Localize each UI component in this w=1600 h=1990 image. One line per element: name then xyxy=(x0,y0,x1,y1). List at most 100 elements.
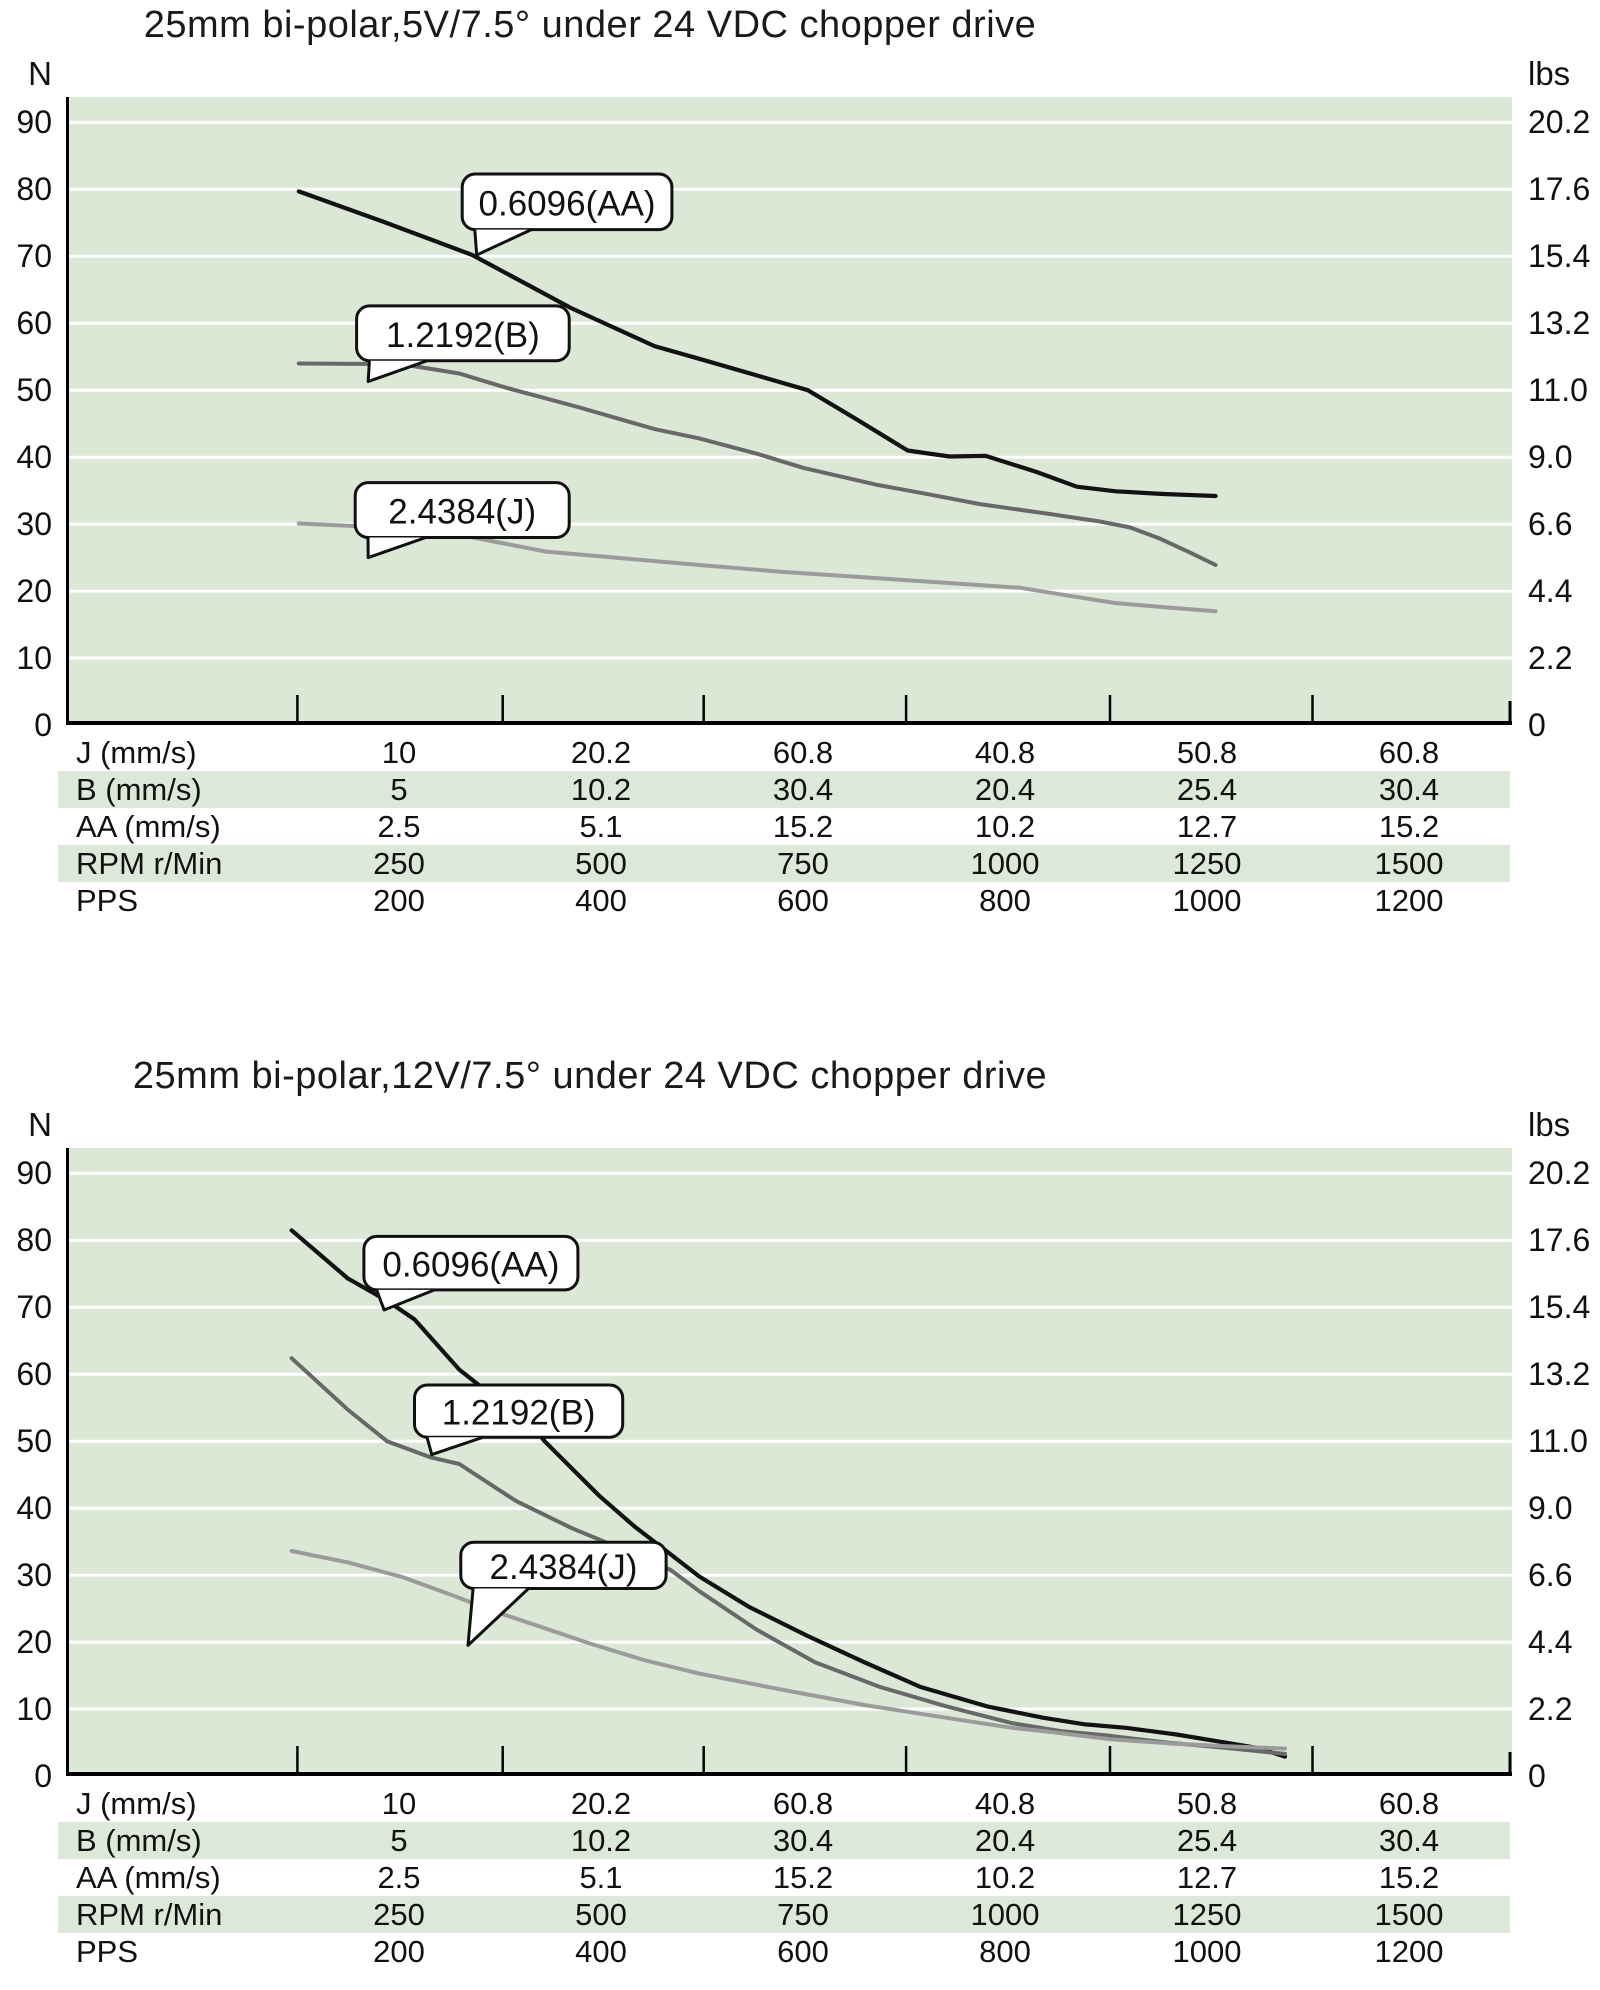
table-cell: 1000 xyxy=(970,1897,1040,1932)
table-cell: 20.4 xyxy=(974,1823,1036,1858)
callout-label: 0.6096(AA) xyxy=(479,184,656,223)
y-axis-tick-n: 60 xyxy=(16,305,52,342)
y-axis-tick-lbs: 6.6 xyxy=(1528,506,1573,543)
chart-title: 25mm bi-polar,5V/7.5° under 24 VDC chopp… xyxy=(143,4,1037,46)
y-axis-tick-n: 70 xyxy=(16,238,52,275)
table-cell: 20.2 xyxy=(570,1786,632,1821)
y-axis-tick-lbs: 15.4 xyxy=(1528,238,1591,275)
table-cell: 15.2 xyxy=(772,1860,834,1895)
table-row: J (mm/s) 10 20.2 60.8 40.8 50.8 60.8 xyxy=(58,734,1510,771)
table-row-label: J (mm/s) xyxy=(76,735,197,770)
table-cell: 1500 xyxy=(1374,1897,1444,1932)
callout-label: 1.2192(B) xyxy=(386,316,540,355)
table-cell: 10.2 xyxy=(974,1860,1036,1895)
table-cell: 5.1 xyxy=(579,1860,623,1895)
y-axis-tick-n: 0 xyxy=(34,707,52,743)
y-axis-tick-lbs: 0 xyxy=(1528,707,1546,743)
y-axis-tick-n: 20 xyxy=(16,573,52,610)
y-axis-tick-lbs: 4.4 xyxy=(1528,1624,1573,1661)
callout-tail xyxy=(466,1587,530,1647)
callout-box xyxy=(459,1540,668,1590)
table-row: PPS 200 400 600 800 1000 1200 xyxy=(58,882,1510,919)
table-cell: 60.8 xyxy=(772,735,834,770)
y-axis-tick-n: 10 xyxy=(16,640,52,676)
y-axis-tick-lbs: 11.0 xyxy=(1528,1423,1588,1460)
series-line-0.6096(AA) xyxy=(296,189,1218,499)
table-cell: 1500 xyxy=(1374,846,1444,881)
table-cell: 200 xyxy=(373,883,425,918)
speed-table: J (mm/s) 10 20.2 60.8 40.8 50.8 60.8 B (mm/s) 5 1… xyxy=(58,1785,1510,1970)
plot-area: 0.6096(AA) 1.2192(B) 2.4384(J) xyxy=(66,97,1512,725)
y-axis-tick-lbs: 17.6 xyxy=(1528,1222,1591,1259)
y-axis-tick-n: 40 xyxy=(16,1490,52,1527)
table-cell: 1000 xyxy=(1172,883,1242,918)
table-cell: 30.4 xyxy=(772,772,834,807)
y-axis-tick-lbs: 20.2 xyxy=(1528,1155,1591,1192)
callout-label: 2.4384(J) xyxy=(490,1548,638,1587)
speed-table: J (mm/s) 10 20.2 60.8 40.8 50.8 60.8 B (mm/s) 5 1… xyxy=(58,734,1510,919)
table-cell: 15.2 xyxy=(1378,809,1440,844)
table-row: B (mm/s) 5 10.2 30.4 20.4 25.4 30.4 xyxy=(58,1822,1510,1859)
table-cell: 5 xyxy=(390,1823,408,1858)
series-line-1.2192(B) xyxy=(296,361,1218,567)
y-axis-tick-lbs: 2.2 xyxy=(1528,1691,1573,1727)
y-axis-tick-n: 30 xyxy=(16,1557,52,1594)
y-axis-tick-n: 90 xyxy=(16,104,52,141)
table-cell: 400 xyxy=(575,1934,627,1969)
y-axis-tick-lbs: 0 xyxy=(1528,1758,1546,1794)
y-axis-tick-lbs: 9.0 xyxy=(1528,1490,1573,1527)
table-cell: 800 xyxy=(979,1934,1031,1969)
table-cell: 20.4 xyxy=(974,772,1036,807)
callout-tail xyxy=(366,359,428,383)
left-axis-unit-label: N xyxy=(28,55,52,92)
table-row-label: J (mm/s) xyxy=(76,1786,197,1821)
y-axis-tick-lbs: 15.4 xyxy=(1528,1289,1591,1326)
series-line-1.2192(B) xyxy=(289,1356,1287,1756)
table-cell: 1250 xyxy=(1172,1897,1242,1932)
table-cell: 10.2 xyxy=(570,772,632,807)
y-axis-tick-n: 80 xyxy=(16,1222,52,1259)
y-axis-tick-n: 30 xyxy=(16,506,52,543)
y-axis-tick-n: 50 xyxy=(16,1423,52,1460)
y-axis-tick-n: 90 xyxy=(16,1155,52,1192)
y-axis-tick-n: 50 xyxy=(16,372,52,409)
y-axis-tick-lbs: 9.0 xyxy=(1528,439,1573,476)
y-axis-tick-lbs: 13.2 xyxy=(1528,305,1591,342)
callout-label: 2.4384(J) xyxy=(388,493,536,532)
table-cell: 1200 xyxy=(1374,883,1444,918)
y-axis-tick-lbs: 6.6 xyxy=(1528,1557,1573,1594)
table-cell: 20.2 xyxy=(570,735,632,770)
table-cell: 10 xyxy=(381,735,417,770)
y-axis-tick-n: 0 xyxy=(34,1758,52,1794)
table-cell: 200 xyxy=(373,1934,425,1969)
table-cell: 10.2 xyxy=(974,809,1036,844)
table-cell: 10 xyxy=(381,1786,417,1821)
right-axis-unit-label: lbs xyxy=(1528,1106,1571,1143)
callout-tail xyxy=(473,228,533,257)
y-axis-tick-lbs: 11.0 xyxy=(1528,372,1588,409)
table-cell: 5.1 xyxy=(579,809,623,844)
y-axis-tick-n: 10 xyxy=(16,1691,52,1727)
table-cell: 600 xyxy=(777,883,829,918)
y-axis-tick-lbs: 13.2 xyxy=(1528,1356,1591,1393)
table-cell: 30.4 xyxy=(1378,772,1440,807)
table-cell: 1200 xyxy=(1374,1934,1444,1969)
table-row: AA (mm/s) 2.5 5.1 15.2 10.2 12.7 15.2 xyxy=(58,808,1510,845)
table-row: AA (mm/s) 2.5 5.1 15.2 10.2 12.7 15.2 xyxy=(58,1859,1510,1896)
table-row: J (mm/s) 10 20.2 60.8 40.8 50.8 60.8 xyxy=(58,1785,1510,1822)
table-cell: 2.5 xyxy=(377,1860,421,1895)
table-cell: 10.2 xyxy=(570,1823,632,1858)
y-axis-tick-n: 20 xyxy=(16,1624,52,1661)
y-axis-tick-lbs: 4.4 xyxy=(1528,573,1573,610)
table-row: RPM r/Min 250 500 750 1000 1250 1500 xyxy=(58,1896,1510,1933)
table-cell: 30.4 xyxy=(1378,1823,1440,1858)
table-cell: 250 xyxy=(373,846,425,881)
chart-12v-section: 25mm bi-polar,12V/7.5° under 24 VDC chop… xyxy=(0,1051,1600,1990)
callout-box xyxy=(353,481,571,540)
y-axis-tick-lbs: 2.2 xyxy=(1528,640,1573,676)
table-cell: 15.2 xyxy=(772,809,834,844)
callout-box xyxy=(413,1383,625,1439)
table-cell: 5 xyxy=(390,772,408,807)
table-row-label: RPM r/Min xyxy=(76,1897,223,1932)
